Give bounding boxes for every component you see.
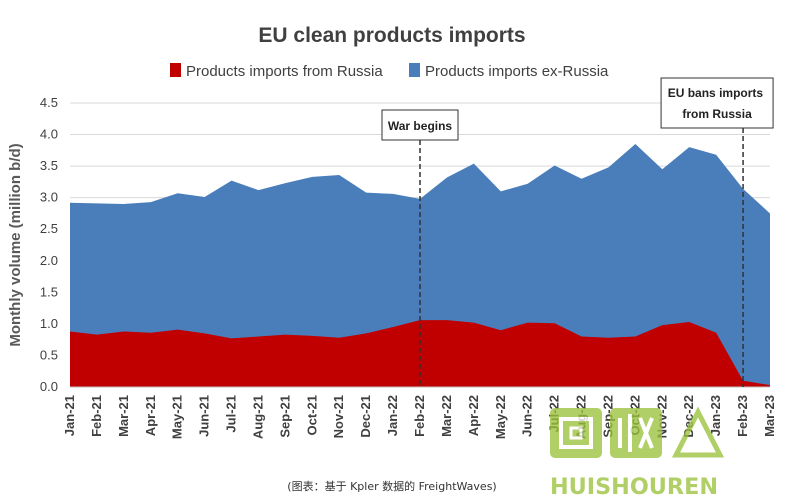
watermark-square-icon	[550, 408, 602, 458]
y-axis-ticks: 0.0 0.5 1.0 1.5 2.0 2.5 3.0 3.5 4.0 4.5	[40, 95, 58, 394]
legend-label-russia: Products imports from Russia	[186, 63, 383, 80]
area-series-russia	[70, 320, 770, 387]
y-tick-label: 2.0	[40, 253, 58, 268]
annotations: War begins EU bans imports from Russia	[381, 77, 774, 387]
x-tick-label: Mar-21	[116, 395, 131, 437]
watermark-logo: HUISHOUREN	[550, 406, 725, 500]
x-tick-label: Apr-21	[143, 395, 158, 436]
watermark-square-icon-2	[610, 408, 662, 458]
y-tick-label: 1.5	[40, 284, 58, 299]
y-tick-label: 1.0	[40, 316, 58, 331]
legend-swatch-russia	[170, 63, 181, 77]
y-tick-label: 3.0	[40, 190, 58, 205]
y-tick-label: 0.5	[40, 347, 58, 362]
x-tick-label: Mar-23	[762, 395, 777, 437]
x-tick-label: Jan-21	[62, 395, 77, 436]
x-tick-label: Nov-21	[331, 395, 346, 438]
legend-swatch-ex-russia	[409, 63, 420, 77]
x-tick-label: Oct-21	[304, 395, 319, 435]
y-tick-label: 4.0	[40, 127, 58, 142]
x-tick-label: Jan-23	[708, 395, 723, 436]
watermark-center-square-icon	[569, 426, 583, 440]
x-tick-label: Feb-22	[412, 395, 427, 437]
x-tick-label: Aug-21	[250, 395, 265, 439]
x-tick-label: Feb-21	[89, 395, 104, 437]
annotation-label-eu-ban: EU bans imports from Russia	[668, 86, 767, 121]
x-tick-label: May-22	[493, 395, 508, 439]
watermark-glyph-icon	[618, 414, 654, 452]
watermark-text: HUISHOUREN	[550, 475, 718, 500]
x-tick-label: Sep-21	[277, 395, 292, 438]
x-tick-label: Dec-21	[358, 395, 373, 438]
y-tick-label: 2.5	[40, 221, 58, 236]
x-tick-label: Apr-22	[466, 395, 481, 436]
chart-title: EU clean products imports	[258, 24, 525, 47]
watermark-inner-square-icon	[559, 417, 593, 449]
y-axis-label: Monthly volume (million b/d)	[7, 143, 24, 346]
y-tick-label: 4.5	[40, 95, 58, 110]
x-tick-label: May-21	[170, 395, 185, 439]
x-tick-label: Jul-21	[224, 395, 239, 433]
x-tick-label: Mar-22	[439, 395, 454, 437]
annotation-box-eu-ban	[660, 77, 774, 129]
x-tick-label: Jun-21	[197, 395, 212, 437]
legend-label-ex-russia: Products imports ex-Russia	[425, 63, 609, 80]
x-tick-label: Feb-23	[735, 395, 750, 437]
annotation-label-eu-ban-line2: from Russia	[682, 107, 752, 121]
annotation-box-war	[381, 109, 459, 141]
y-tick-label: 3.5	[40, 158, 58, 173]
x-tick-label: Jun-22	[520, 395, 535, 437]
x-axis-ticks: Jan-21 Feb-21 Mar-21 Apr-21 May-21 Jun-21 Jul-…	[62, 395, 777, 439]
area-series-ex-russia	[70, 144, 770, 387]
annotation-label-eu-ban-line1: EU bans imports	[668, 86, 764, 100]
plot-areas	[70, 144, 770, 388]
watermark-triangle-icon	[671, 406, 725, 458]
annotation-label-war: War begins	[388, 119, 453, 133]
legend: Products imports from Russia Products im…	[170, 63, 609, 80]
y-tick-label: 0.0	[40, 379, 58, 394]
x-tick-label: Jan-22	[385, 395, 400, 436]
source-note: (图表：基于 Kpler 数据的 FreightWaves)	[287, 479, 496, 493]
